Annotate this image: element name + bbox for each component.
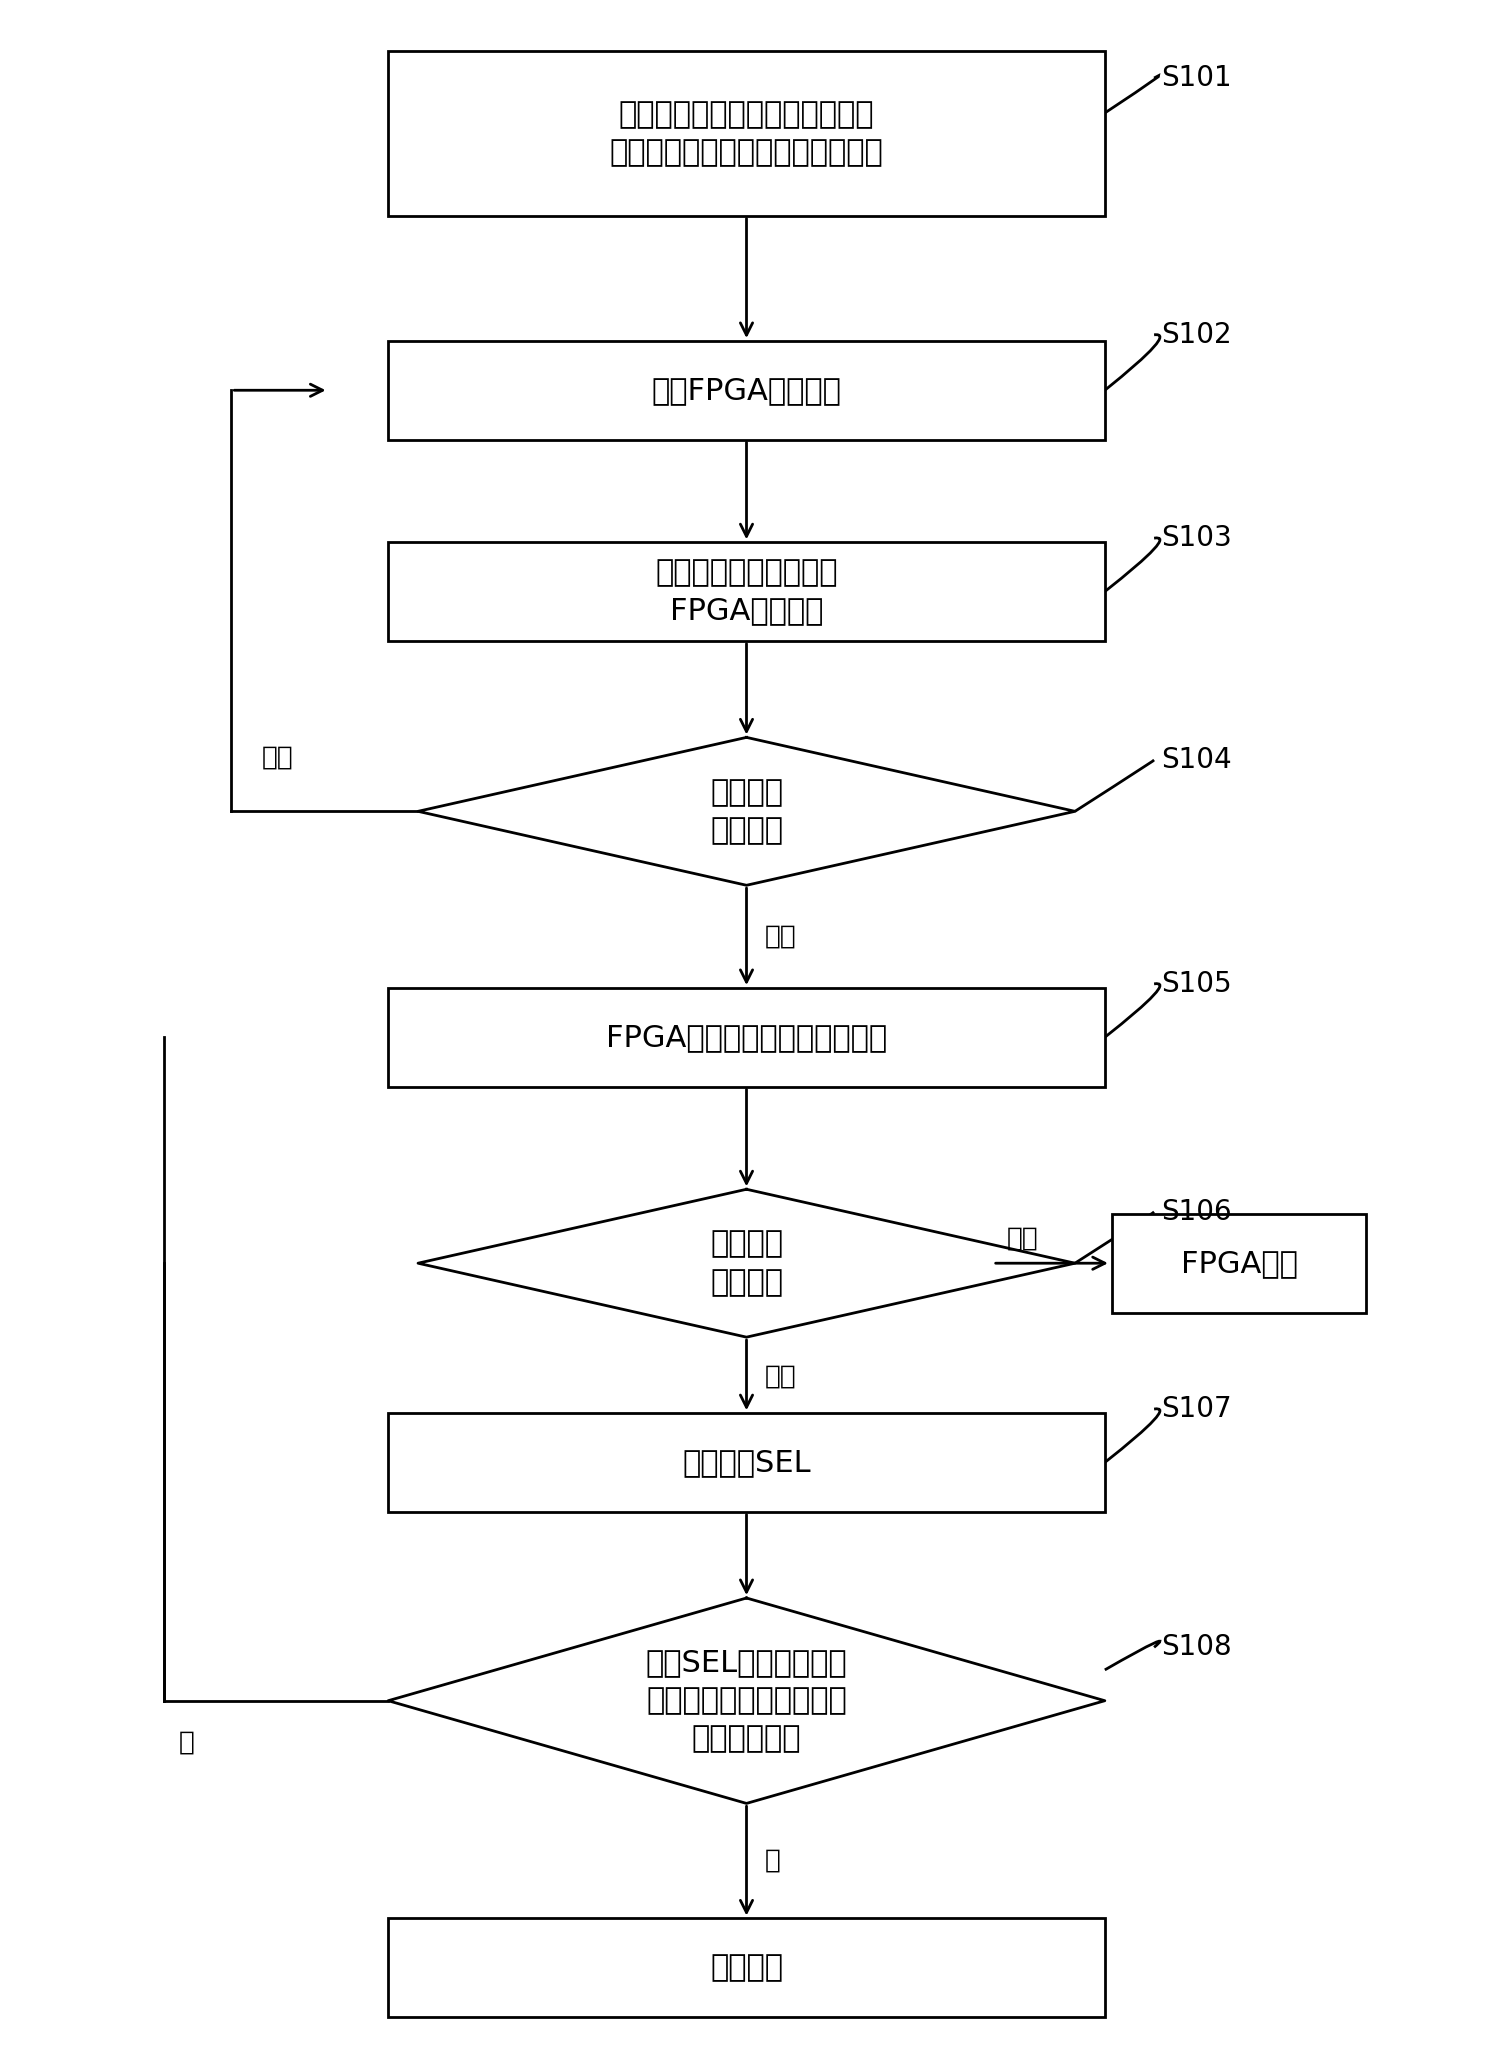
Bar (388, 988, 1105, 1087)
Text: 成功: 成功 (261, 744, 293, 770)
Text: S108: S108 (1162, 1633, 1232, 1662)
Text: 判断SEL次数是否达到
预设值或重离子注量是否
累积到预设量: 判断SEL次数是否达到 预设值或重离子注量是否 累积到预设量 (645, 1647, 848, 1754)
Text: 搭建测试系统，确保系统正常工
作，调整重离子束流，使满足要求: 搭建测试系统，确保系统正常工 作，调整重离子束流，使满足要求 (609, 101, 884, 166)
Text: 否: 否 (179, 1729, 196, 1756)
Bar (388, 1918, 1105, 2017)
Text: S106: S106 (1162, 1197, 1232, 1226)
Text: FPGA损坏: FPGA损坏 (1181, 1249, 1297, 1278)
Text: 工作电流超过规定值，
FPGA重新配置: 工作电流超过规定值， FPGA重新配置 (655, 559, 838, 624)
Polygon shape (418, 737, 1075, 885)
Text: 失败: 失败 (764, 924, 796, 949)
Text: 记录一次SEL: 记录一次SEL (682, 1448, 811, 1477)
Polygon shape (388, 1598, 1105, 1803)
Text: 是: 是 (764, 1849, 781, 1873)
Text: S105: S105 (1162, 969, 1232, 998)
Text: FPGA断电重启，重新加载程序: FPGA断电重启，重新加载程序 (606, 1023, 887, 1052)
Text: S103: S103 (1162, 524, 1232, 553)
Text: 停止辐照: 停止辐照 (711, 1953, 782, 1982)
Bar (388, 1413, 1105, 1512)
Bar (388, 542, 1105, 641)
Text: S101: S101 (1162, 64, 1232, 92)
Text: S104: S104 (1162, 746, 1232, 774)
Text: 监测FPGA工作电流: 监测FPGA工作电流 (651, 376, 842, 405)
Text: 失败: 失败 (1006, 1226, 1039, 1251)
Bar (388, 341, 1105, 440)
Text: S102: S102 (1162, 320, 1232, 349)
Bar (388, 51, 1105, 216)
Text: 判断加载
是否成功: 判断加载 是否成功 (711, 1230, 782, 1296)
Text: 成功: 成功 (764, 1364, 796, 1389)
Polygon shape (418, 1189, 1075, 1337)
Text: S107: S107 (1162, 1395, 1232, 1423)
Bar (1112, 1214, 1366, 1313)
Text: 判断重置
是否成功: 判断重置 是否成功 (711, 778, 782, 844)
